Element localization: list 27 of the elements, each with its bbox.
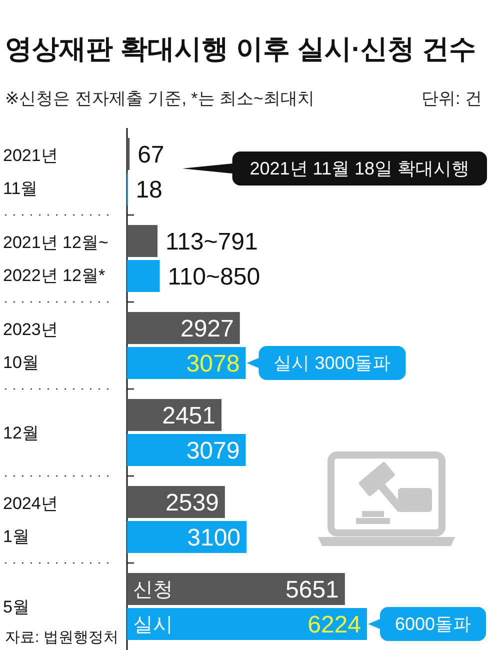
value-label: 113~791 bbox=[166, 228, 258, 256]
value-label: 3078 bbox=[186, 350, 240, 378]
value-label: 3100 bbox=[187, 524, 241, 552]
category-label: 12월 bbox=[3, 424, 39, 442]
subtitle: ※신청은 전자제출 기준, *는 최소~최대치 bbox=[5, 89, 314, 108]
value-label: 2539 bbox=[166, 490, 219, 516]
series-name: 실시 bbox=[133, 614, 173, 636]
value-label: 3079 bbox=[186, 438, 240, 464]
annotation: 2021년 11월 18일 확대시행 bbox=[250, 158, 470, 178]
annotation: 실시 3000돌파 bbox=[274, 353, 391, 373]
category-label: 2021년 11월 bbox=[3, 146, 58, 198]
value-label: 5651 bbox=[286, 576, 339, 604]
category-label: 2023년 10월 bbox=[3, 320, 58, 372]
value-label: 2927 bbox=[180, 316, 234, 342]
value-label: 18 bbox=[136, 176, 162, 204]
title: 영상재판 확대시행 이후 실시·신청 건수 bbox=[5, 34, 476, 64]
value-label: 67 bbox=[138, 142, 164, 168]
annotation: 단위: 건 bbox=[422, 89, 482, 108]
category-label: 2024년 1월 bbox=[3, 494, 58, 546]
value-label: 110~850 bbox=[168, 264, 260, 290]
category-label: 5월 bbox=[3, 598, 30, 616]
annotation: 6000돌파 bbox=[395, 614, 472, 634]
series-name: 신청 bbox=[133, 579, 173, 601]
value-label: 6224 bbox=[308, 612, 361, 638]
annotation: 자료: 법원행정처 bbox=[5, 629, 118, 646]
value-label: 2451 bbox=[162, 402, 216, 430]
category-label: 2021년 12월~ 2022년 12월* bbox=[3, 233, 108, 285]
